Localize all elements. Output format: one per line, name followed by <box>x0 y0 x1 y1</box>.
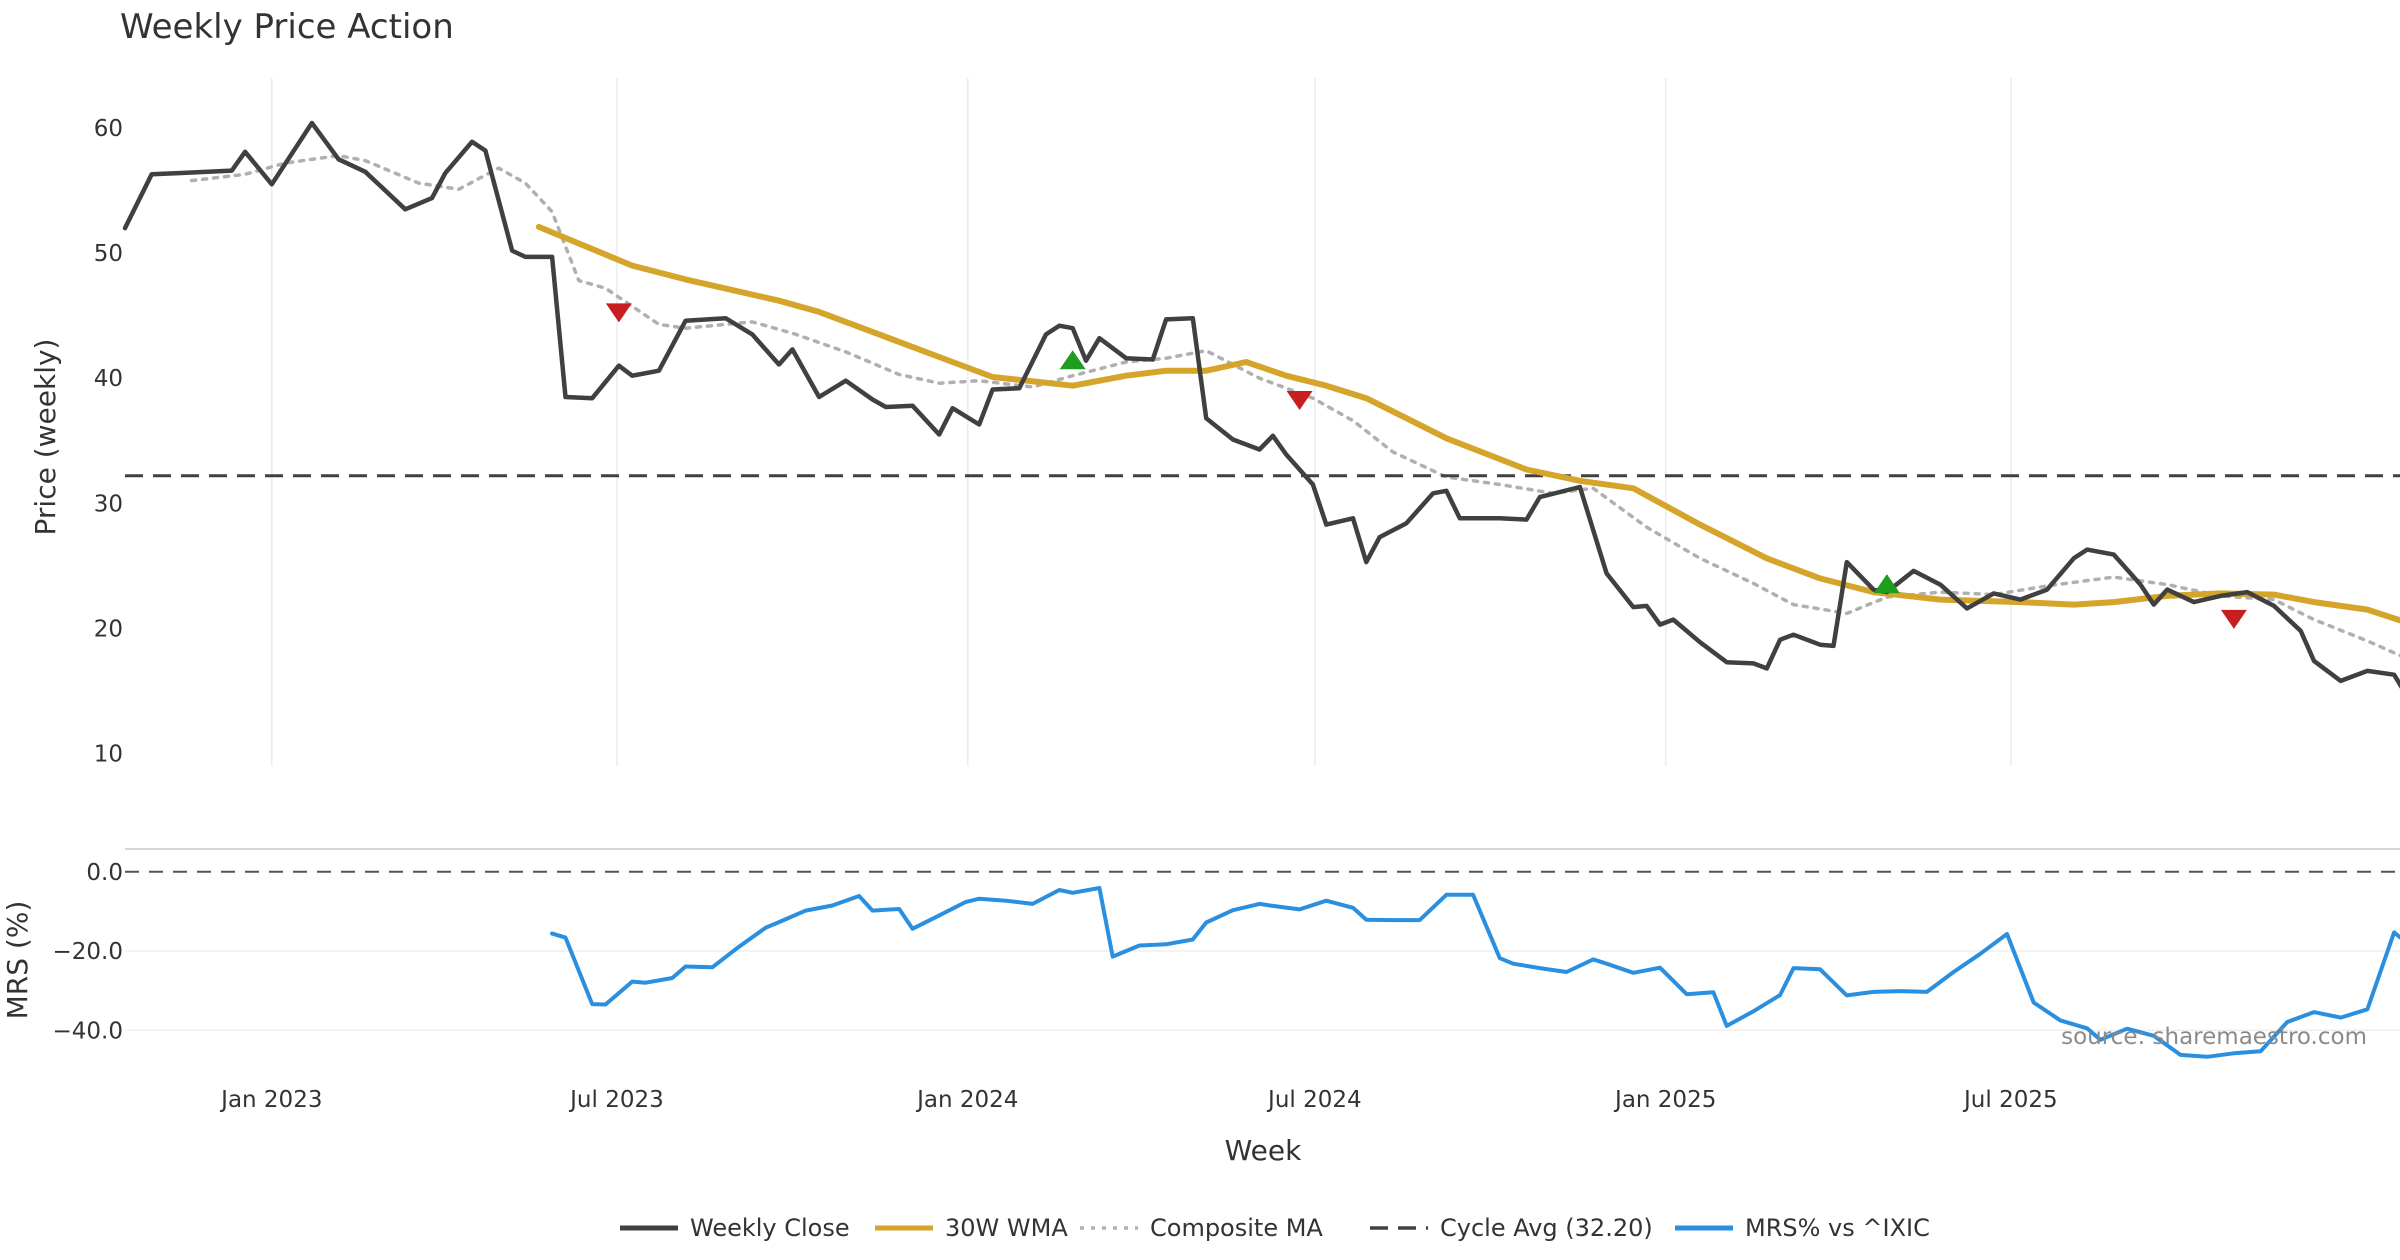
price-panel: 10 20 30 40 50 60 Price (weekly) <box>29 116 2400 767</box>
chart-title: Weekly Price Action <box>120 7 454 47</box>
price-y-tick-label: 20 <box>94 616 123 642</box>
buy-signal-marker <box>1059 350 1086 370</box>
legend: Weekly Close 30W WMA Composite MA Cycle Avg… <box>620 1214 1930 1242</box>
x-axis-label: Week <box>1225 1134 1302 1167</box>
x-axis-ticks: Jan 2023 Jul 2023 Jan 2024 Jul 2024 Jan 2025… <box>219 1087 2057 1113</box>
sell-signal-marker <box>1286 390 1313 410</box>
grid-layer <box>271 78 2012 766</box>
legend-entry-composite-ma: Composite MA <box>1080 1214 1323 1242</box>
legend-label: 30W WMA <box>945 1214 1068 1242</box>
legend-entry-mrs-vs-ixic: MRS% vs ^IXIC <box>1675 1214 1930 1242</box>
price-y-tick-label: 40 <box>94 366 123 392</box>
legend-label: Cycle Avg (32.20) <box>1440 1214 1653 1242</box>
mrs-panel: 0.0 −20.0 −40.0 MRS (%) <box>1 848 2400 1059</box>
series-composite-ma <box>189 153 2400 658</box>
mrs-y-axis-label: MRS (%) <box>1 901 34 1020</box>
legend-entry-30w-wma: 30W WMA <box>875 1214 1068 1242</box>
price-y-axis-label: Price (weekly) <box>29 339 62 536</box>
x-tick-label: Jan 2024 <box>915 1087 1018 1113</box>
mrs-y-tick-label: −40.0 <box>53 1018 123 1044</box>
price-y-tick-label: 50 <box>94 241 123 267</box>
series-weekly-close <box>122 120 2400 689</box>
legend-entry-cycle-avg-32-20: Cycle Avg (32.20) <box>1370 1214 1653 1242</box>
x-tick-label: Jul 2025 <box>1962 1087 2058 1113</box>
mrs-y-tick-label: 0.0 <box>86 860 123 886</box>
legend-label: Weekly Close <box>690 1214 850 1242</box>
mrs-y-tick-label: −20.0 <box>53 939 123 965</box>
legend-label: Composite MA <box>1150 1214 1323 1242</box>
buy-signal-marker <box>1873 574 1900 594</box>
price-y-tick-label: 60 <box>94 116 123 142</box>
series-30w-wma <box>535 223 2400 624</box>
sell-signal-marker <box>2220 609 2247 629</box>
source-label: source: sharemaestro.com <box>2061 1024 2367 1050</box>
price-y-tick-label: 10 <box>94 741 123 767</box>
legend-entry-weekly-close: Weekly Close <box>620 1214 850 1242</box>
series-mrs-vs-ixic <box>550 886 2400 1059</box>
price-y-tick-label: 30 <box>94 491 123 517</box>
x-tick-label: Jul 2023 <box>568 1087 664 1113</box>
sell-signal-marker <box>605 303 632 323</box>
x-tick-label: Jan 2023 <box>219 1087 322 1113</box>
x-tick-label: Jul 2024 <box>1266 1087 1362 1113</box>
legend-label: MRS% vs ^IXIC <box>1745 1214 1930 1242</box>
x-tick-label: Jan 2025 <box>1613 1087 1716 1113</box>
